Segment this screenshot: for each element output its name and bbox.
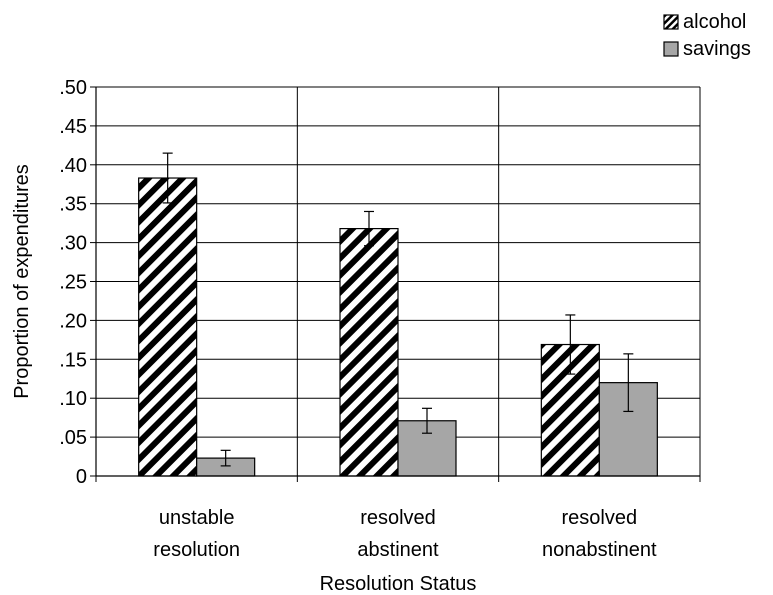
category-dividers [296,87,701,476]
category-label: resolved [360,507,436,529]
y-tick-label: .20 [59,310,87,332]
y-axis-title: Proportion of expenditures [11,164,33,399]
bars [138,152,658,477]
legend-label-alcohol: alcohol [683,11,746,33]
category-label: abstinent [357,539,439,561]
category-label: resolution [153,539,240,561]
category-label: resolved [562,507,638,529]
y-tick-label: .10 [59,388,87,410]
y-tick-label: .05 [59,427,87,449]
y-tick-label: .35 [59,194,87,216]
y-tick-label: .25 [59,272,87,294]
y-tick-label: .30 [59,233,87,255]
category-label: nonabstinent [542,539,657,561]
y-tick-label: .50 [59,77,87,99]
axis-labels: 0 .05 .10 .15 .20 .25 .30 .35 .40 .45 .50 unstable r… [11,77,657,595]
legend-swatch-savings [663,41,679,57]
legend-label-savings: savings [683,38,751,60]
y-tick-label: 0 [76,466,87,488]
y-tick-label: .45 [59,116,87,138]
legend-swatch-alcohol [663,14,679,30]
bar-alcohol [138,177,198,477]
bar-alcohol [339,227,399,477]
y-tick-label: .15 [59,349,87,371]
category-label: unstable [159,507,235,529]
x-axis-title: Resolution Status [320,573,477,595]
axes [90,86,701,482]
y-tick-label: .40 [59,155,87,177]
legend: alcohol savings [663,11,751,60]
